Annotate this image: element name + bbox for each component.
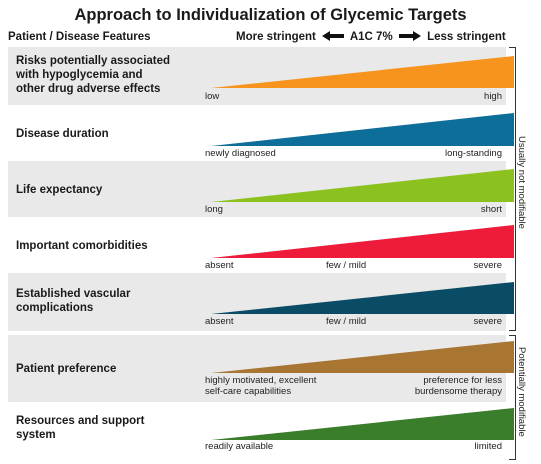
gradient-wedge	[211, 113, 514, 146]
feature-label: Established vascular complications	[16, 288, 131, 314]
feature-label: Patient preference	[16, 363, 117, 375]
feature-label: Risks potentially associated with hypogly…	[16, 55, 171, 95]
feature-label: Disease duration	[16, 128, 109, 140]
gradient-wedge	[211, 341, 514, 373]
scale-mid-label: few / mild	[326, 316, 367, 327]
right-arrow-icon	[398, 31, 421, 41]
feature-row-disease-duration: Disease duration newly diagnosed long-st…	[8, 105, 514, 161]
diagram-title: Approach to Individualization of Glycemi…	[74, 6, 467, 24]
scale-high-label: limited	[474, 441, 502, 452]
features-header: Patient / Disease Features	[8, 31, 151, 43]
feature-row-hypoglycemia-risk: Risks potentially associated with hypogly…	[8, 47, 514, 105]
gradient-wedge	[211, 408, 514, 440]
more-stringent-label: More stringent	[236, 31, 316, 43]
scale-high-label: severe	[473, 316, 502, 327]
stringency-header: More stringent A1C 7% Less stringent	[236, 31, 506, 43]
scale-high-label: high	[484, 91, 502, 102]
modifiable-label: Potentially modifiable	[516, 347, 527, 437]
scale-low-label: highly motivated, excellent self-care cap…	[205, 375, 317, 397]
gradient-wedge	[211, 169, 514, 202]
gradient-wedge	[211, 282, 514, 314]
less-stringent-label: Less stringent	[427, 31, 506, 43]
left-arrow-icon	[322, 31, 345, 41]
not-modifiable-label: Usually not modifiable	[516, 136, 527, 229]
scale-low-label: absent	[205, 260, 234, 271]
scale-low-label: absent	[205, 316, 234, 327]
scale-high-label: short	[480, 204, 502, 215]
scale-high-label: long-standing	[444, 148, 502, 159]
feature-row-patient-preference: Patient preference highly motivated, exc…	[8, 335, 514, 402]
feature-row-life-expectancy: Life expectancy long short	[8, 161, 514, 217]
a1c-label: A1C 7%	[349, 31, 393, 43]
feature-label: Important comorbidities	[16, 240, 148, 252]
feature-row-resources-support: Resources and support system readily avai…	[8, 402, 514, 460]
not-modifiable-bracket	[509, 47, 516, 331]
feature-label: Resources and support system	[16, 415, 145, 441]
feature-label: Life expectancy	[16, 184, 103, 196]
scale-high-label: preference for less burdensome therapy	[414, 375, 502, 397]
scale-mid-label: few / mild	[326, 260, 367, 271]
gradient-wedge	[211, 56, 514, 88]
feature-row-comorbidities: Important comorbidities absent few / mil…	[8, 217, 514, 273]
scale-low-label: readily available	[205, 441, 274, 452]
scale-low-label: low	[205, 91, 220, 102]
modifiable-bracket	[509, 335, 516, 460]
gradient-wedge	[211, 225, 514, 258]
scale-low-label: long	[205, 204, 223, 215]
scale-low-label: newly diagnosed	[205, 148, 276, 159]
scale-high-label: severe	[473, 260, 502, 271]
feature-row-vascular-complications: Established vascular complications absent…	[8, 273, 514, 331]
